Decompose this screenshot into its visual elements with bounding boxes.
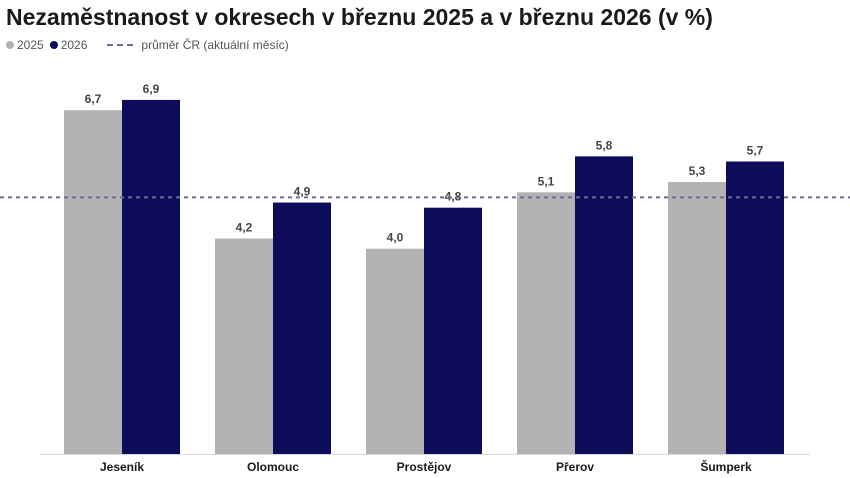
legend: 2025 2026 průměr ČR (aktuální měsíc) (6, 38, 295, 52)
bar-2026-prerov (575, 156, 633, 455)
legend-dot-2025 (6, 41, 14, 49)
category-label-prerov: Přerov (556, 460, 594, 474)
data-label-2026-prerov: 5,8 (596, 138, 613, 152)
data-label-2025-jesenik: 6,7 (85, 92, 102, 106)
category-label-prostejov: Prostějov (397, 460, 452, 474)
bar-2025-prerov (517, 192, 575, 454)
data-label-2026-prostejov: 4,8 (445, 190, 462, 204)
data-label-2025-prerov: 5,1 (538, 174, 555, 188)
category-label-jesenik: Jeseník (100, 460, 144, 474)
data-label-2025-prostejov: 4,0 (387, 231, 404, 245)
data-label-2026-sumperk: 5,7 (747, 144, 764, 158)
legend-label-average: průměr ČR (aktuální měsíc) (141, 38, 289, 52)
legend-item-2025: 2025 (6, 38, 44, 52)
legend-label-2026: 2026 (60, 38, 88, 52)
data-label-2026-olomouc: 4,9 (294, 185, 311, 199)
bar-2026-olomouc (273, 202, 331, 454)
bar-2025-prostejov (366, 248, 424, 454)
legend-item-2026: 2026 (49, 38, 88, 52)
bar-2026-jesenik (122, 99, 180, 454)
legend-label-2025: 2025 (17, 38, 44, 52)
bar-2025-jesenik (64, 110, 122, 455)
legend-dot-2026 (49, 41, 58, 49)
data-label-2026-jesenik: 6,9 (143, 82, 160, 96)
data-label-2025-olomouc: 4,2 (236, 220, 253, 234)
legend-dash-average (107, 44, 134, 46)
bar-2026-sumperk (726, 161, 784, 454)
category-label-sumperk: Šumperk (700, 459, 752, 474)
bar-2026-prostejov (424, 207, 482, 454)
bar-2025-olomouc (215, 238, 273, 454)
category-label-olomouc: Olomouc (247, 460, 299, 474)
legend-item-average: průměr ČR (aktuální měsíc) (93, 38, 289, 52)
bar-2025-sumperk (668, 182, 726, 455)
data-label-2025-sumperk: 5,3 (689, 164, 706, 178)
chart-title: Nezaměstnanost v okresech v březnu 2025 … (6, 4, 713, 30)
